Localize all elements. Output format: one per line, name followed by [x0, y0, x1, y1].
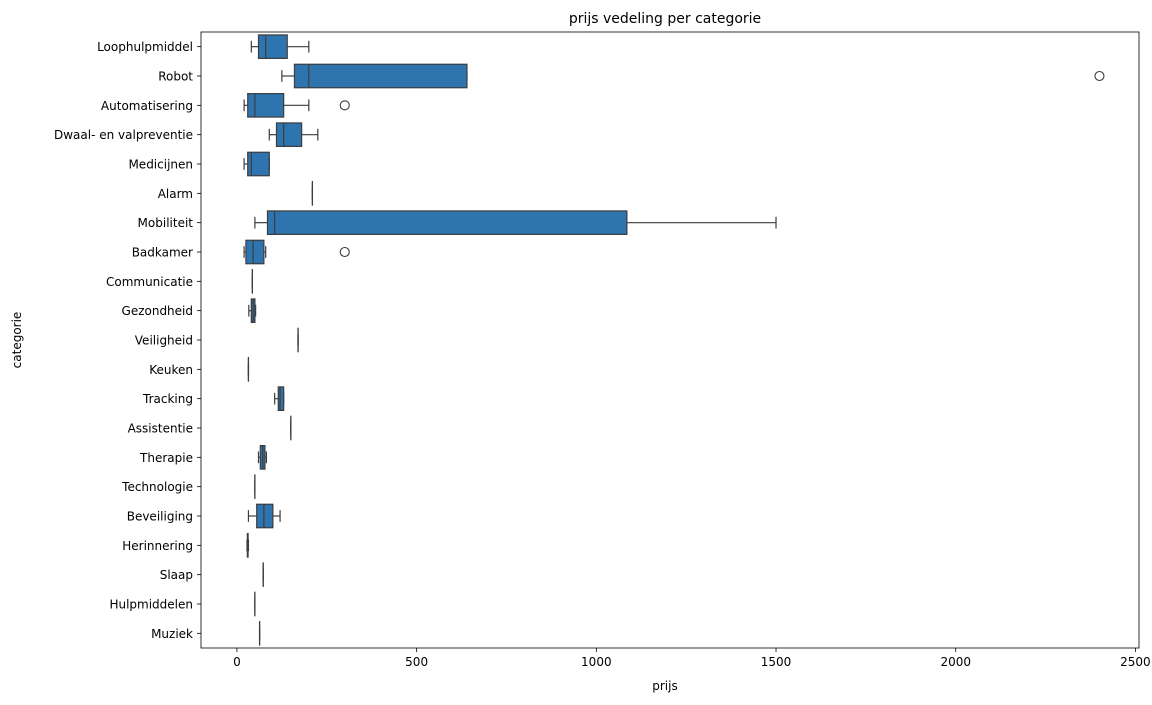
- iqr-box: [259, 35, 288, 58]
- box-beveiliging: [248, 504, 280, 527]
- iqr-box: [276, 123, 301, 146]
- plot-area: [244, 35, 1104, 645]
- chart-title: prijs vedeling per categorie: [569, 11, 761, 27]
- box-dwaal-en-valpreventie: [269, 123, 318, 146]
- y-tick-label: Automatisering: [101, 99, 193, 113]
- box-medicijnen: [244, 152, 269, 175]
- y-tick-label: Beveiliging: [127, 510, 193, 524]
- x-tick-label: 500: [405, 655, 428, 669]
- box-mobiliteit: [255, 211, 776, 234]
- y-tick-label: Therapie: [139, 451, 193, 465]
- y-tick-label: Communicatie: [106, 275, 193, 289]
- x-tick-label: 1000: [581, 655, 612, 669]
- box-herinnering: [247, 534, 248, 557]
- y-tick-label: Tracking: [142, 392, 193, 406]
- y-tick-label: Veiligheid: [135, 334, 193, 348]
- y-axis: Loophulpmiddel Robot Automatisering Dwaal- …: [54, 40, 201, 641]
- iqr-box: [278, 387, 283, 410]
- y-tick-label: Keuken: [149, 363, 193, 377]
- outlier-point: [340, 248, 349, 257]
- box-automatisering: [244, 94, 349, 117]
- box-therapie: [259, 446, 267, 469]
- outlier-point: [340, 101, 349, 110]
- box-loophulpmiddel: [251, 35, 309, 58]
- y-tick-label: Robot: [158, 70, 193, 84]
- y-tick-label: Herinnering: [122, 539, 193, 553]
- x-tick-label: 0: [233, 655, 241, 669]
- box-gezondheid: [249, 299, 256, 322]
- y-tick-label: Gezondheid: [122, 304, 193, 318]
- y-tick-label: Technologie: [121, 480, 193, 494]
- box-robot: [282, 64, 1104, 87]
- x-axis: 0 500 1000 1500 2000 2500: [233, 648, 1151, 669]
- y-tick-label: Dwaal- en valpreventie: [54, 128, 193, 142]
- iqr-box: [267, 211, 626, 234]
- plot-frame: [201, 32, 1139, 648]
- box-tracking: [275, 387, 284, 410]
- y-tick-label: Slaap: [160, 568, 193, 582]
- x-tick-label: 2000: [940, 655, 971, 669]
- y-axis-label: categorie: [10, 312, 24, 369]
- y-tick-label: Hulpmiddelen: [109, 598, 193, 612]
- y-tick-label: Alarm: [158, 187, 193, 201]
- y-tick-label: Loophulpmiddel: [97, 40, 193, 54]
- y-tick-label: Assistentie: [128, 422, 193, 436]
- x-tick-label: 2500: [1120, 655, 1151, 669]
- iqr-box: [257, 504, 273, 527]
- iqr-box: [294, 64, 467, 87]
- iqr-box: [246, 240, 264, 263]
- y-tick-label: Badkamer: [132, 246, 193, 260]
- x-tick-label: 1500: [761, 655, 792, 669]
- box-badkamer: [244, 240, 349, 263]
- y-tick-label: Mobiliteit: [138, 216, 194, 230]
- y-tick-label: Muziek: [151, 627, 193, 641]
- outlier-point: [1095, 72, 1104, 81]
- x-axis-label: prijs: [652, 679, 677, 693]
- iqr-box: [248, 94, 284, 117]
- y-tick-label: Medicijnen: [128, 158, 193, 172]
